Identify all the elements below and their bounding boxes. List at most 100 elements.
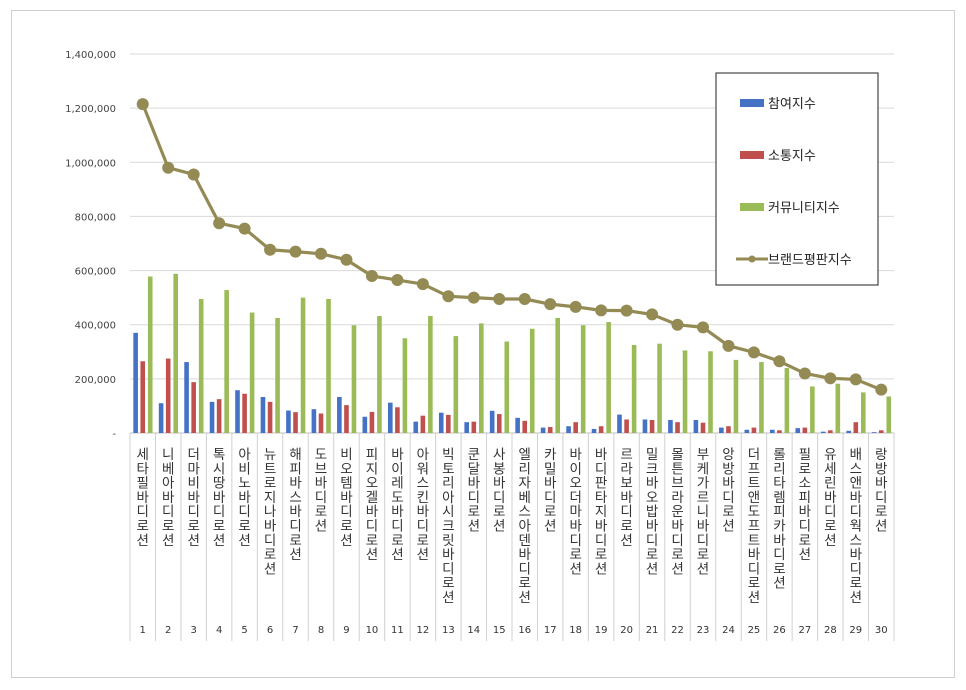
bar-3 — [835, 383, 841, 433]
brand-index-point — [773, 355, 786, 368]
bar-2 — [293, 412, 298, 433]
bar-1 — [464, 422, 469, 433]
legend-label: 참여지수 — [768, 97, 816, 112]
bar-2 — [471, 421, 477, 433]
bar-3 — [784, 368, 790, 433]
bar-3 — [326, 298, 331, 433]
y-tick-label: - — [112, 429, 116, 440]
bar-3 — [224, 290, 229, 433]
brand-index-point — [213, 217, 226, 230]
bar-2 — [853, 422, 859, 433]
bar-2 — [369, 411, 375, 433]
bar-3 — [555, 317, 560, 433]
bar-2 — [573, 422, 578, 433]
rank-label: 4 — [216, 625, 222, 636]
chart-frame: - 200,000 400,000 600,000 800,000 1,000,000 1,… — [11, 10, 955, 678]
brand-index-point — [646, 308, 659, 321]
bar-1 — [438, 412, 444, 433]
legend-swatch — [740, 99, 764, 107]
legend-box — [715, 72, 879, 286]
bar-3 — [351, 325, 357, 433]
bar-3 — [504, 341, 510, 433]
bar-2 — [547, 427, 553, 433]
bar-2 — [496, 414, 502, 433]
brand-index-point — [824, 372, 837, 385]
bar-3 — [453, 336, 459, 433]
bar-3 — [606, 322, 611, 433]
rank-label: 13 — [442, 625, 455, 636]
bar-2 — [140, 361, 146, 433]
brand-index-point — [162, 161, 175, 174]
y-tick-label: 1,000,000 — [65, 158, 116, 169]
rank-label: 30 — [875, 625, 888, 636]
legend-label: 소통지수 — [768, 149, 816, 164]
bar-1 — [337, 396, 342, 433]
rank-label: 17 — [544, 625, 557, 636]
rank-label: 27 — [798, 625, 811, 636]
rank-label: 10 — [366, 625, 379, 636]
bar-2 — [191, 382, 196, 433]
rank-label: 5 — [241, 625, 247, 636]
bar-3 — [428, 316, 433, 433]
bar-1 — [362, 416, 368, 433]
brand-index-point — [315, 247, 327, 260]
bar-2 — [267, 401, 273, 433]
rank-label: 1 — [140, 625, 146, 636]
rank-label: 23 — [697, 625, 710, 636]
bar-2 — [777, 430, 782, 433]
rank-label: 7 — [292, 625, 298, 636]
bar-3 — [249, 312, 255, 433]
rank-label: 2 — [165, 625, 171, 636]
brand-index-point — [340, 253, 353, 266]
brand-index-point — [798, 367, 811, 380]
bar-3 — [198, 298, 204, 433]
y-tick-label: 600,000 — [75, 267, 116, 278]
bar-1 — [413, 421, 419, 433]
rank-label: 19 — [595, 625, 608, 636]
rank-label: 21 — [646, 625, 659, 636]
brand-index-point — [518, 292, 531, 305]
brand-index-point — [620, 304, 633, 317]
rank-label: 20 — [620, 625, 633, 636]
brand-index-point — [671, 318, 684, 331]
bar-2 — [165, 358, 171, 433]
bar-1 — [311, 409, 317, 433]
rank-label: 15 — [493, 625, 506, 636]
rank-label: 28 — [824, 625, 837, 636]
brand-index-point — [391, 274, 404, 287]
bar-3 — [810, 386, 815, 433]
bar-2 — [344, 405, 349, 433]
bar-1 — [489, 410, 495, 433]
bar-2 — [700, 422, 706, 433]
bar-3 — [886, 396, 892, 433]
bar-1 — [133, 332, 138, 433]
rank-label: 11 — [391, 625, 404, 636]
brand-index-point — [875, 383, 888, 396]
bar-1 — [184, 362, 189, 433]
bar-3 — [733, 359, 739, 433]
bar-1 — [540, 427, 546, 433]
bar-1 — [566, 426, 571, 433]
brand-index-point — [493, 292, 506, 305]
legend-swatch — [740, 151, 764, 159]
rank-label: 22 — [671, 625, 684, 636]
brand-index-point — [849, 373, 862, 386]
legend-label: 커뮤니티지수 — [768, 201, 840, 216]
brand-index-point — [136, 98, 149, 111]
bar-3 — [631, 345, 637, 433]
bar-2 — [878, 430, 884, 433]
bar-1 — [286, 410, 291, 433]
